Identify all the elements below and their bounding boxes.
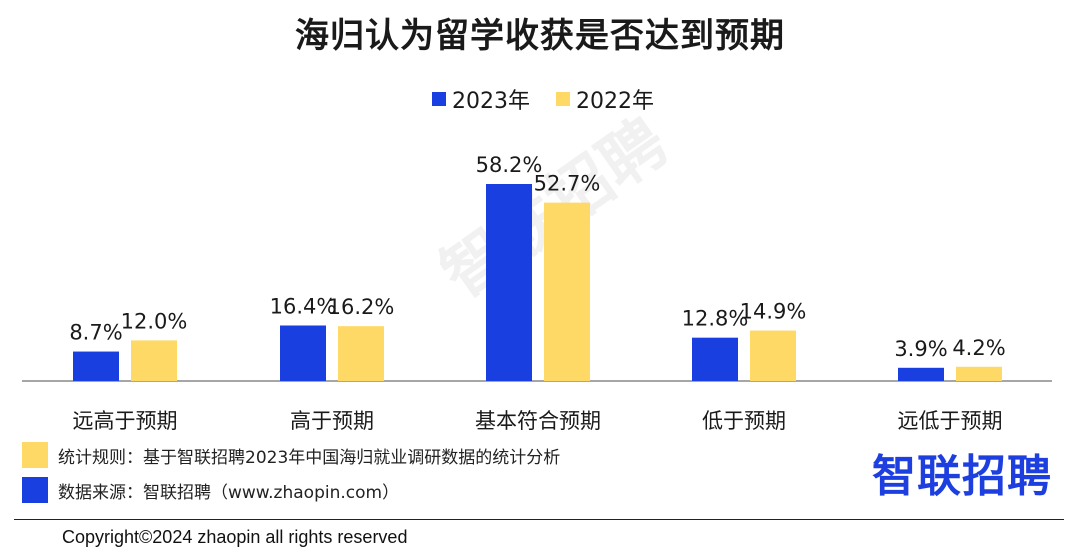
bar-0-1: [280, 325, 326, 381]
category-label-4: 远低于预期: [898, 409, 1003, 433]
legend-swatch-1: [556, 92, 570, 106]
copyright: Copyright©2024 zhaopin all rights reserv…: [62, 527, 408, 547]
data-label-0-2: 58.2%: [476, 153, 543, 177]
legend-swatch-0: [432, 92, 446, 106]
note-rule: 统计规则：基于智联招聘2023年中国海归就业调研数据的统计分析: [22, 442, 560, 468]
data-label-0-3: 12.8%: [682, 307, 749, 331]
legend-label-0: 2023年: [452, 89, 530, 114]
bar-0-0: [73, 351, 119, 381]
data-label-0-4: 3.9%: [894, 337, 947, 361]
data-label-1-3: 14.9%: [740, 300, 807, 324]
data-label-0-0: 8.7%: [69, 321, 122, 345]
bar-0-3: [692, 337, 738, 381]
data-label-1-4: 4.2%: [952, 336, 1005, 360]
legend-label-1: 2022年: [576, 89, 654, 114]
data-label-1-1: 16.2%: [328, 295, 395, 319]
data-label-1-2: 52.7%: [534, 172, 601, 196]
note-source-text: 数据来源：智联招聘（www.zhaopin.com）: [58, 482, 400, 503]
data-label-1-0: 12.0%: [121, 309, 188, 333]
bar-chart: 2023年 2022年 8.7%12.0% 远高于预期 16.4%16.2% 高于预期 58…: [22, 89, 1052, 433]
data-label-0-1: 16.4%: [270, 294, 337, 318]
category-label-1: 高于预期: [290, 409, 374, 433]
footer-divider: [14, 519, 1064, 520]
bar-1-0: [131, 340, 177, 381]
bar-1-3: [750, 330, 796, 381]
bar-0-2: [486, 184, 532, 381]
bar-1-2: [544, 202, 590, 381]
chart-title: 海归认为留学收获是否达到预期: [295, 16, 785, 56]
brand-logo: 智联招聘: [872, 451, 1052, 502]
bar-0-4: [898, 367, 944, 381]
category-label-3: 低于预期: [702, 409, 786, 433]
note-rule-text: 统计规则：基于智联招聘2023年中国海归就业调研数据的统计分析: [58, 447, 561, 468]
category-label-2: 基本符合预期: [475, 409, 601, 433]
source-swatch: [22, 477, 48, 503]
category-label-0: 远高于预期: [73, 409, 178, 433]
bar-1-1: [338, 326, 384, 381]
rule-swatch: [22, 442, 48, 468]
note-source: 数据来源：智联招聘（www.zhaopin.com）: [22, 477, 399, 503]
bar-1-4: [956, 366, 1002, 381]
